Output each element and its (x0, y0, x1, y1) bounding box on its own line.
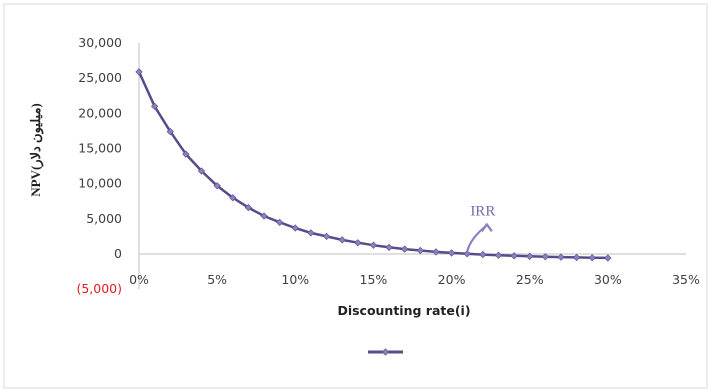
data-point (557, 253, 565, 261)
data-point (307, 229, 315, 237)
x-tick-label: 5% (207, 272, 227, 287)
data-point (572, 253, 581, 262)
y-tick-label: 5,000 (86, 211, 122, 226)
data-point (182, 150, 190, 158)
y-tick-label: 10,000 (78, 176, 122, 191)
x-tick-label: 30% (594, 272, 622, 287)
y-axis-label: NPV(میلیون دلار) (28, 103, 44, 197)
data-point (494, 251, 503, 259)
data-point (369, 241, 378, 249)
x-tick-label: 0% (129, 272, 149, 287)
data-point (260, 212, 268, 220)
x-tick-label: 10% (281, 272, 309, 287)
data-point (510, 252, 518, 260)
x-axis-label: Discounting rate(i) (337, 303, 470, 318)
data-point (197, 167, 206, 175)
data-point (526, 252, 534, 260)
data-point (401, 245, 409, 253)
data-point (291, 224, 299, 232)
axes (138, 43, 686, 290)
data-point (213, 182, 221, 190)
data-point (276, 218, 284, 226)
data-point (432, 248, 440, 256)
y-tick-label: (5,000) (76, 281, 122, 296)
x-tick-labels: 0% 5% 10% 15% 20% 25% 30% 35% (129, 272, 700, 287)
data-point (479, 250, 487, 259)
legend (368, 348, 403, 356)
data-point (588, 254, 596, 262)
data-point (447, 249, 456, 257)
data-point (416, 246, 424, 255)
chart-border (3, 3, 708, 389)
irr-annotation-label: IRR (470, 203, 495, 219)
y-tick-label: 20,000 (78, 105, 122, 120)
irr-arrow-head (480, 223, 493, 232)
y-tick-label: 15,000 (78, 141, 122, 156)
data-point (135, 68, 143, 76)
x-tick-label: 25% (516, 272, 544, 287)
y-tick-labels: 30,000 25,000 20,000 15,000 10,000 5,000 0 (5,0… (76, 35, 122, 296)
x-tick-label: 15% (360, 272, 388, 287)
annotation-layer: IRR (466, 203, 495, 252)
data-point (166, 127, 174, 136)
data-point (604, 254, 612, 262)
data-point (463, 250, 471, 258)
data-point (354, 239, 362, 247)
y-tick-label: 0 (114, 246, 122, 261)
y-tick-label: 25,000 (78, 70, 122, 85)
x-tick-label: 35% (672, 272, 700, 287)
data-point (244, 203, 253, 212)
data-point (541, 253, 549, 261)
data-point (151, 102, 159, 110)
x-tick-label: 20% (438, 272, 466, 287)
legend-swatch-marker (381, 348, 390, 356)
data-point (322, 232, 331, 241)
series-layer (135, 68, 612, 262)
data-point (338, 236, 346, 244)
data-point (229, 194, 237, 202)
data-point (385, 243, 393, 251)
y-tick-label: 30,000 (78, 35, 122, 50)
